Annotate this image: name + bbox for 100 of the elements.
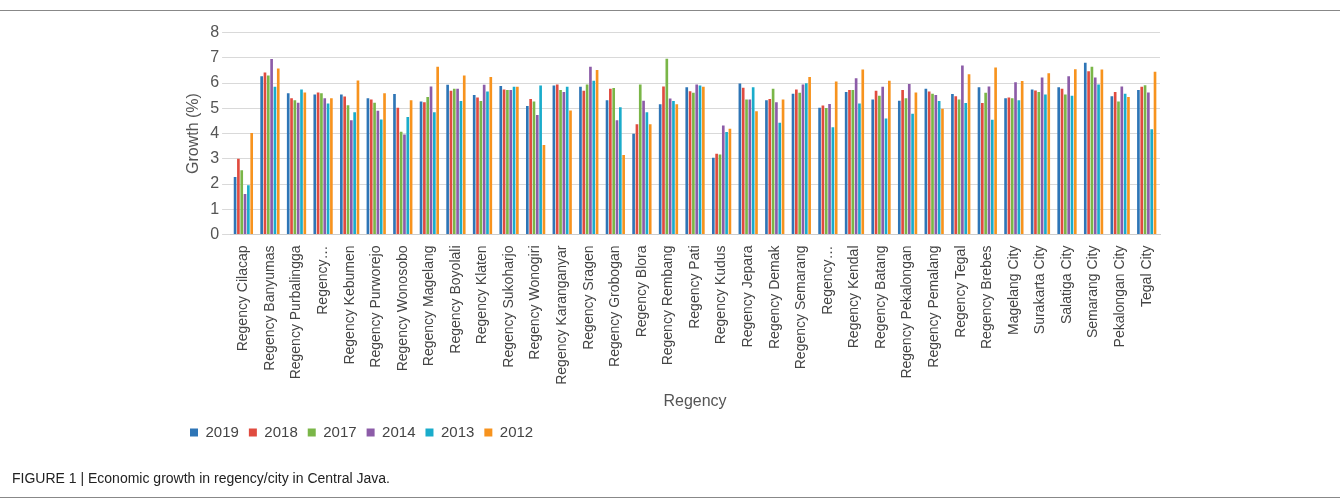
bar — [559, 89, 562, 234]
x-tick-label: Surakarta City — [1031, 245, 1048, 335]
bar — [1067, 76, 1070, 234]
x-tick-label: Regency Purworejo — [367, 245, 384, 368]
bar — [270, 59, 273, 234]
bar — [539, 85, 542, 234]
bar — [768, 98, 772, 234]
bar — [1073, 69, 1077, 234]
bar — [535, 115, 539, 234]
x-tick-label: Regency Tegal — [951, 245, 968, 338]
bar — [648, 124, 652, 234]
bar — [851, 89, 855, 234]
x-tick-label: Regency Cilacap — [234, 245, 251, 352]
legend-label: 2013 — [440, 422, 475, 440]
bar — [741, 87, 745, 234]
bar — [1014, 82, 1017, 234]
bar — [638, 84, 642, 234]
bar — [300, 89, 303, 234]
legend-label: 2014 — [382, 422, 416, 440]
bar — [286, 93, 290, 234]
bar — [861, 69, 865, 234]
bar — [1037, 91, 1041, 234]
bar — [775, 102, 778, 234]
bar — [619, 107, 622, 234]
bar — [1093, 77, 1097, 234]
bar — [672, 100, 675, 234]
x-tick-label: Regency Wonosobo — [393, 245, 410, 372]
bar — [446, 84, 449, 234]
bar — [828, 104, 831, 234]
bar — [1120, 86, 1124, 234]
y-tick-label: 1 — [210, 199, 220, 217]
bar — [506, 89, 509, 234]
bar — [858, 103, 861, 234]
bar — [897, 100, 901, 234]
bar — [250, 133, 254, 234]
bar — [994, 67, 997, 234]
bar — [931, 93, 934, 234]
bar — [755, 111, 758, 234]
bar — [1044, 94, 1047, 234]
bar — [808, 77, 811, 234]
bar — [565, 86, 569, 234]
bar — [290, 98, 293, 234]
bar — [396, 107, 400, 234]
bar — [320, 93, 323, 234]
bar — [1034, 90, 1037, 234]
bar — [715, 153, 718, 234]
bar — [951, 93, 954, 234]
bar — [765, 100, 768, 234]
bar — [393, 93, 396, 234]
bar — [834, 81, 838, 234]
bar — [373, 102, 376, 234]
bar — [426, 96, 430, 234]
y-tick-label: 7 — [210, 48, 220, 66]
bar — [745, 99, 748, 234]
x-tick-label: Regency Pati — [685, 245, 702, 329]
bar — [462, 75, 466, 234]
bar — [871, 99, 875, 234]
bar — [665, 58, 669, 234]
bar — [1047, 73, 1051, 234]
x-tick-label: Regency Grobogan — [606, 245, 623, 367]
bar — [961, 65, 964, 234]
x-tick-label: Regency Rembang — [659, 245, 676, 366]
bar — [642, 100, 645, 234]
bar — [685, 87, 689, 234]
y-tick-label: 2 — [210, 174, 220, 192]
legend-label: 2017 — [323, 422, 357, 440]
bar — [526, 106, 529, 234]
x-tick-label: Regency Karanganyar — [553, 245, 570, 385]
y-tick-label: 5 — [210, 98, 220, 116]
bar — [622, 155, 625, 234]
x-tick-label: Regency Sukoharjo — [499, 245, 516, 368]
bar — [582, 90, 586, 234]
bar — [1147, 92, 1150, 234]
y-tick-label: 6 — [210, 73, 220, 91]
x-tick-label: Salatiga City — [1057, 245, 1074, 325]
x-tick-label: Regency Demak — [765, 244, 782, 349]
bar — [406, 116, 410, 234]
bar — [353, 112, 356, 234]
x-tick-label: Regency Pemalang — [925, 245, 942, 368]
bar — [878, 95, 881, 234]
bar — [383, 93, 386, 234]
legend-label: 2018 — [264, 422, 298, 440]
bar — [1150, 129, 1154, 234]
x-tick-label: Regency Kebumen — [340, 245, 357, 365]
bar — [323, 98, 327, 234]
x-tick-label: Regency Banyumas — [260, 245, 277, 371]
legend-label: 2019 — [205, 422, 239, 440]
bar — [964, 103, 968, 234]
bar — [1020, 81, 1024, 234]
x-tick-label: Regency Wonogiri — [526, 245, 543, 360]
x-tick-label: Regency Semarang — [792, 245, 809, 370]
bar — [980, 103, 984, 234]
bar — [1097, 84, 1100, 234]
bar — [529, 98, 532, 234]
x-tick-label: Tegal City — [1137, 245, 1154, 307]
bar — [330, 98, 333, 234]
x-tick-label: Regency Boyolali — [446, 245, 463, 354]
bar — [486, 91, 489, 234]
bar — [379, 119, 383, 234]
bar — [237, 158, 240, 234]
